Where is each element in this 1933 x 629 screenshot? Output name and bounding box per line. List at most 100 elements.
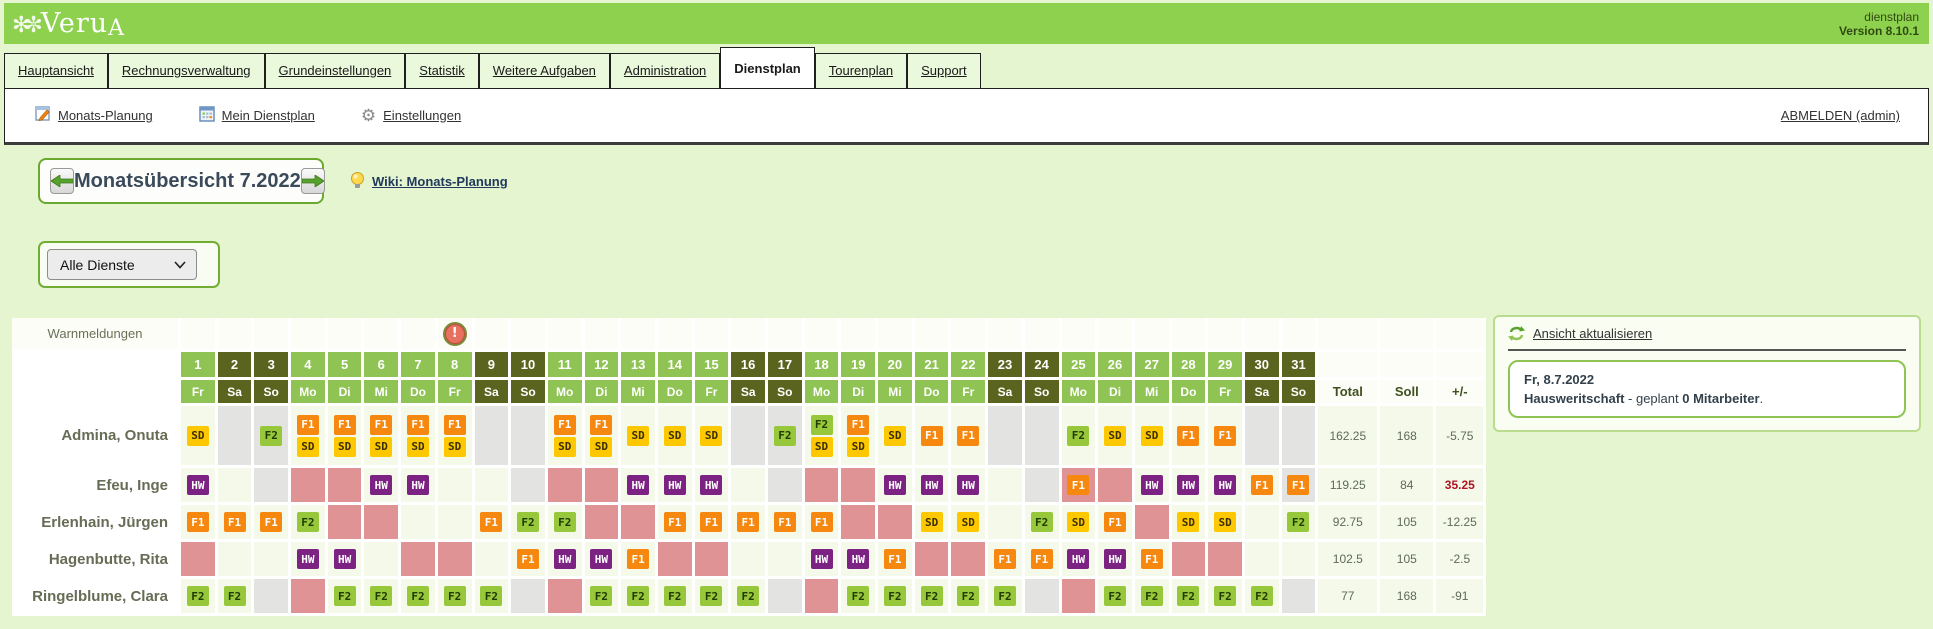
shift-cell-day-9[interactable]: [474, 406, 512, 468]
shift-cell-day-5[interactable]: [327, 505, 365, 542]
shift-cell-day-13[interactable]: HW: [621, 468, 658, 505]
shift-cell-day-24[interactable]: [1024, 406, 1062, 468]
shift-cell-day-28[interactable]: SD: [1171, 505, 1209, 542]
previous-month-button[interactable]: [50, 168, 74, 194]
shift-cell-day-8[interactable]: [437, 468, 475, 505]
shift-cell-day-16[interactable]: [731, 542, 768, 579]
tab-dienstplan[interactable]: Dienstplan: [720, 47, 815, 88]
shift-cell-day-12[interactable]: F2: [584, 579, 622, 616]
shift-cell-day-23[interactable]: [988, 505, 1025, 542]
shift-cell-day-10[interactable]: [511, 406, 548, 468]
tab-support[interactable]: Support: [907, 53, 981, 88]
shift-cell-day-16[interactable]: [731, 468, 768, 505]
shift-cell-day-27[interactable]: F1: [1134, 542, 1172, 579]
shift-cell-day-7[interactable]: HW: [401, 468, 438, 505]
shift-cell-day-27[interactable]: HW: [1134, 468, 1172, 505]
shift-cell-day-1[interactable]: F1: [181, 505, 218, 542]
shift-cell-day-7[interactable]: F1 SD: [401, 406, 438, 468]
shift-cell-day-21[interactable]: HW: [914, 468, 952, 505]
shift-cell-day-31[interactable]: F1: [1281, 468, 1319, 505]
shift-cell-day-30[interactable]: [1244, 542, 1282, 579]
shift-cell-day-23[interactable]: F1: [988, 542, 1025, 579]
shift-cell-day-6[interactable]: HW: [364, 468, 402, 505]
shift-cell-day-21[interactable]: F1: [914, 406, 952, 468]
shift-cell-day-4[interactable]: F1 SD: [291, 406, 328, 468]
shift-cell-day-8[interactable]: F1 SD: [437, 406, 475, 468]
shift-cell-day-22[interactable]: [951, 542, 989, 579]
shift-cell-day-16[interactable]: F1: [731, 505, 768, 542]
shift-cell-day-17[interactable]: [768, 579, 805, 616]
shift-cell-day-28[interactable]: F2: [1171, 579, 1209, 616]
shift-cell-day-8[interactable]: [437, 505, 475, 542]
shift-cell-day-11[interactable]: F1 SD: [547, 406, 585, 468]
shift-cell-day-19[interactable]: F1 SD: [841, 406, 879, 468]
shift-cell-day-14[interactable]: HW: [657, 468, 695, 505]
shift-cell-day-22[interactable]: F1: [951, 406, 989, 468]
shift-cell-day-29[interactable]: F2: [1208, 579, 1245, 616]
logout-link[interactable]: ABMELDEN (admin): [1780, 108, 1900, 123]
shift-cell-day-1[interactable]: HW: [181, 468, 218, 505]
shift-cell-day-9[interactable]: [474, 468, 512, 505]
shift-cell-day-25[interactable]: F1: [1061, 468, 1099, 505]
shift-cell-day-22[interactable]: HW: [951, 468, 989, 505]
shift-cell-day-21[interactable]: SD: [914, 505, 952, 542]
shift-cell-day-25[interactable]: HW: [1061, 542, 1099, 579]
tab-tourenplan[interactable]: Tourenplan: [814, 53, 908, 88]
warning-icon[interactable]: !: [442, 321, 467, 346]
tab-statistik[interactable]: Statistik: [405, 53, 479, 88]
shift-cell-day-20[interactable]: F1: [878, 542, 915, 579]
shift-cell-day-12[interactable]: HW: [584, 542, 622, 579]
shift-cell-day-3[interactable]: [254, 579, 292, 616]
shift-cell-day-31[interactable]: [1281, 542, 1319, 579]
shift-cell-day-2[interactable]: [217, 468, 255, 505]
shift-cell-day-23[interactable]: F2: [988, 579, 1025, 616]
shift-cell-day-30[interactable]: [1244, 406, 1282, 468]
shift-cell-day-26[interactable]: HW: [1098, 542, 1135, 579]
shift-cell-day-15[interactable]: HW: [694, 468, 732, 505]
shift-cell-day-21[interactable]: F2: [914, 579, 952, 616]
shift-cell-day-14[interactable]: F1: [657, 505, 695, 542]
shift-cell-day-10[interactable]: F2: [511, 505, 548, 542]
shift-cell-day-3[interactable]: [254, 542, 292, 579]
wiki-link[interactable]: Wiki: Monats-Planung: [350, 172, 508, 190]
shift-cell-day-8[interactable]: [437, 542, 475, 579]
next-month-button[interactable]: [300, 168, 325, 194]
shift-cell-day-14[interactable]: F2: [657, 579, 695, 616]
tab-hauptansicht[interactable]: Hauptansicht: [4, 53, 108, 88]
shift-cell-day-25[interactable]: [1061, 579, 1099, 616]
shift-cell-day-31[interactable]: [1281, 406, 1319, 468]
shift-cell-day-15[interactable]: [694, 542, 732, 579]
shift-cell-day-10[interactable]: [511, 579, 548, 616]
shift-cell-day-15[interactable]: F1: [694, 505, 732, 542]
shift-cell-day-26[interactable]: SD: [1098, 406, 1135, 468]
tab-grundeinstellungen[interactable]: Grundeinstellungen: [264, 53, 406, 88]
shift-cell-day-19[interactable]: [841, 468, 879, 505]
shift-cell-day-22[interactable]: SD: [951, 505, 989, 542]
shift-cell-day-28[interactable]: HW: [1171, 468, 1209, 505]
tab-administration[interactable]: Administration: [609, 53, 721, 88]
shift-cell-day-30[interactable]: F2: [1244, 579, 1282, 616]
shift-cell-day-25[interactable]: SD: [1061, 505, 1099, 542]
shift-cell-day-5[interactable]: HW: [327, 542, 365, 579]
shift-cell-day-18[interactable]: [804, 579, 842, 616]
shift-cell-day-4[interactable]: HW: [291, 542, 328, 579]
shift-cell-day-31[interactable]: F2: [1281, 505, 1319, 542]
shift-cell-day-26[interactable]: [1098, 468, 1135, 505]
shift-cell-day-28[interactable]: F1: [1171, 406, 1209, 468]
shift-cell-day-5[interactable]: F1 SD: [327, 406, 365, 468]
shift-cell-day-22[interactable]: F2: [951, 579, 989, 616]
shift-cell-day-24[interactable]: F2: [1024, 505, 1062, 542]
shift-cell-day-16[interactable]: F2: [731, 579, 768, 616]
toolbar-link-mein-dienstplan[interactable]: Mein Dienstplan: [198, 106, 315, 125]
shift-cell-day-7[interactable]: F2: [401, 579, 438, 616]
shift-cell-day-29[interactable]: HW: [1208, 468, 1245, 505]
shift-cell-day-23[interactable]: [988, 406, 1025, 468]
shift-cell-day-29[interactable]: [1208, 542, 1245, 579]
shift-cell-day-16[interactable]: [731, 406, 768, 468]
shift-cell-day-3[interactable]: [254, 468, 292, 505]
shift-cell-day-11[interactable]: HW: [547, 542, 585, 579]
shift-cell-day-29[interactable]: F1: [1208, 406, 1245, 468]
shift-cell-day-10[interactable]: [511, 468, 548, 505]
shift-cell-day-24[interactable]: [1024, 579, 1062, 616]
shift-cell-day-26[interactable]: F2: [1098, 579, 1135, 616]
